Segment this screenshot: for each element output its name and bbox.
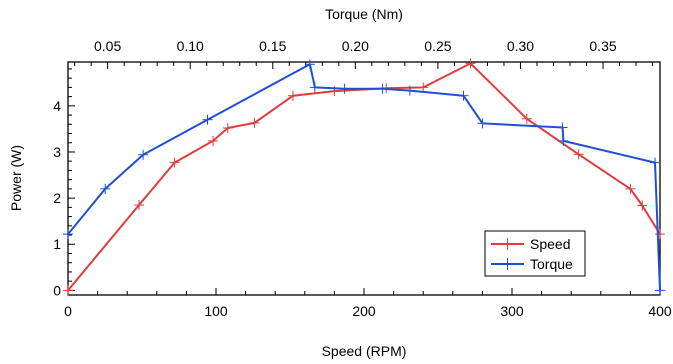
- data-point-speed: [287, 90, 298, 101]
- x2-tick-label: 0.20: [342, 38, 369, 54]
- data-point-torque: [557, 122, 568, 133]
- data-point-torque: [304, 59, 315, 70]
- data-point-speed: [134, 200, 145, 211]
- data-point-torque: [477, 118, 488, 129]
- x2-axis-title: Torque (Nm): [325, 6, 403, 22]
- data-point-speed: [521, 113, 532, 124]
- legend: Speed Torque: [484, 230, 586, 277]
- x2-tick-label: 0.30: [507, 38, 534, 54]
- x-tick-label: 0: [64, 303, 72, 319]
- data-point-speed: [465, 58, 476, 69]
- data-point-torque: [558, 135, 569, 146]
- data-point-torque: [309, 82, 320, 93]
- data-point-torque: [655, 285, 665, 296]
- y-tick-label: 2: [53, 190, 61, 206]
- y-tick-label: 4: [53, 98, 61, 114]
- axis-ticks: 0 100 200 300 400 0.05 0.10 0.15 0.20 0.25 0.30 0.3…: [53, 38, 672, 319]
- y-tick-label: 1: [53, 236, 61, 252]
- data-point-speed: [625, 183, 636, 194]
- x2-tick-label: 0.10: [177, 38, 204, 54]
- data-point-torque: [138, 149, 149, 160]
- data-point-speed: [418, 82, 429, 93]
- data-point-speed: [208, 135, 219, 146]
- x-tick-label: 100: [204, 303, 228, 319]
- data-point-torque: [202, 114, 213, 125]
- x-tick-label: 400: [648, 303, 672, 319]
- data-point-speed: [222, 122, 233, 133]
- x-tick-label: 300: [500, 303, 524, 319]
- data-point-speed: [169, 157, 180, 168]
- x2-tick-label: 0.35: [589, 38, 616, 54]
- data-point-torque: [458, 90, 469, 101]
- data-point-speed: [573, 149, 584, 160]
- data-point-torque: [650, 157, 661, 168]
- x2-tick-label: 0.05: [94, 38, 121, 54]
- data-point-speed: [63, 285, 73, 296]
- series-layer: [63, 58, 665, 296]
- data-point-speed: [655, 229, 665, 240]
- x2-tick-label: 0.15: [259, 38, 286, 54]
- y-axis-title: Power (W): [8, 145, 24, 211]
- data-point-torque: [100, 183, 111, 194]
- data-point-torque: [63, 229, 73, 240]
- x2-tick-label: 0.25: [424, 38, 451, 54]
- legend-label-torque: Torque: [530, 256, 573, 272]
- data-point-speed: [249, 117, 260, 128]
- y-tick-label: 3: [53, 144, 61, 160]
- data-point-torque: [404, 85, 415, 96]
- legend-box: [484, 230, 586, 277]
- y-tick-label: 0: [53, 282, 61, 298]
- legend-label-speed: Speed: [530, 236, 570, 252]
- x-tick-label: 200: [352, 303, 376, 319]
- data-point-speed: [637, 200, 648, 211]
- x-axis-title: Speed (RPM): [322, 343, 407, 359]
- data-point-torque: [377, 83, 388, 94]
- data-point-torque: [339, 83, 350, 94]
